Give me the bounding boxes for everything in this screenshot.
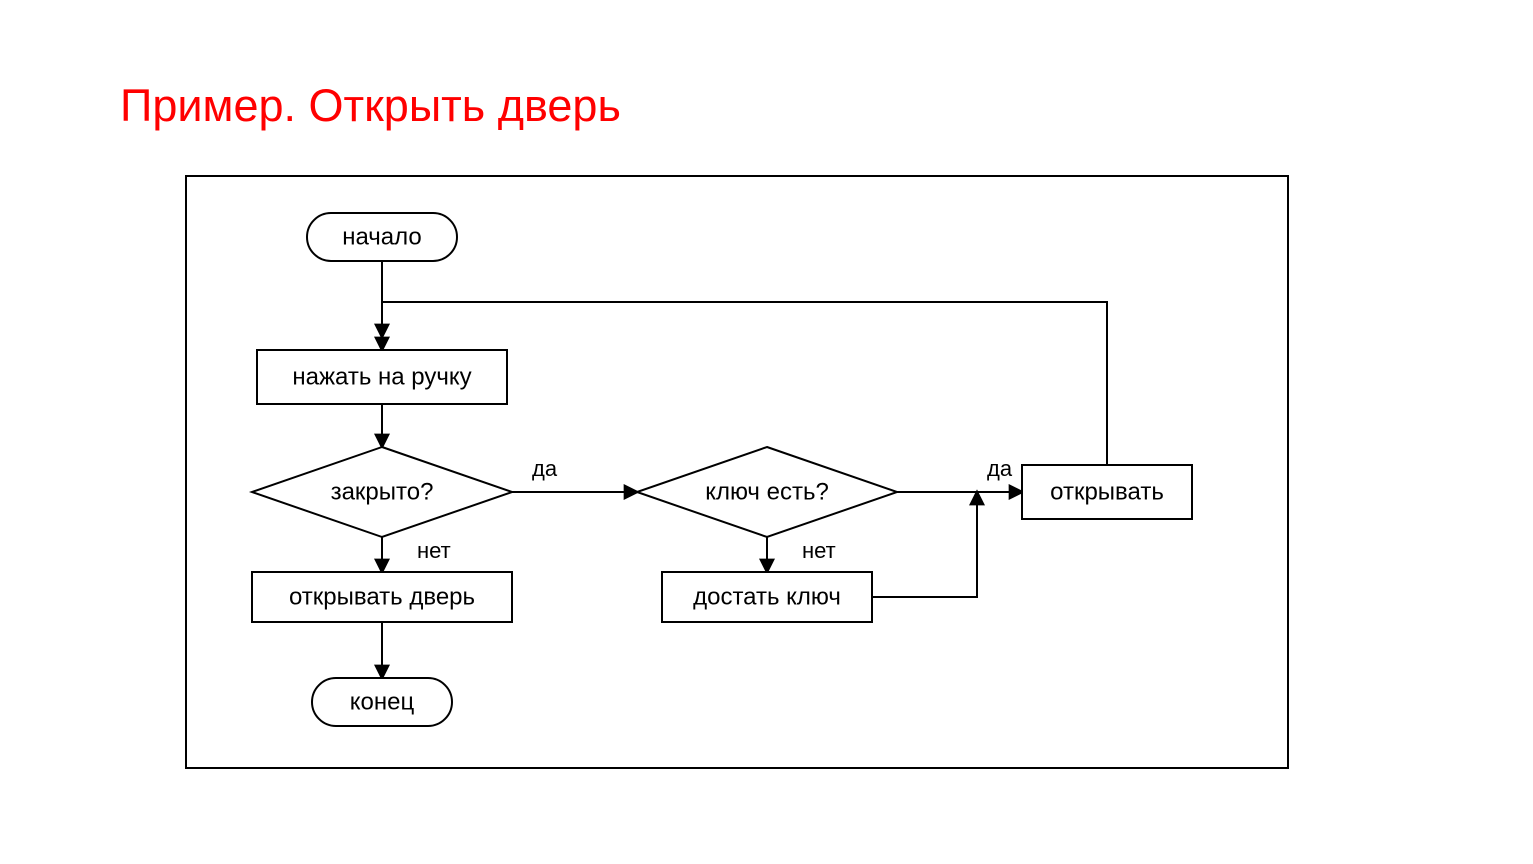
flowchart-node-label-locked: закрыто? bbox=[331, 478, 434, 505]
flowchart-edge-label: нет bbox=[802, 538, 836, 563]
flowchart-svg: нет да да нет начало нажать на ручку закрыто? о… bbox=[187, 177, 1287, 767]
page-title: Пример. Открыть дверь bbox=[120, 80, 621, 132]
flowchart-node-label-start: начало bbox=[342, 223, 422, 250]
flowchart-frame: нет да да нет начало нажать на ручку закрыто? о… bbox=[185, 175, 1289, 769]
flowchart-node-label-haskey: ключ есть? bbox=[705, 478, 829, 505]
flowchart-node-label-end: конец bbox=[350, 688, 415, 715]
flowchart-edge-label: да bbox=[532, 456, 558, 481]
flowchart-edge bbox=[872, 492, 977, 597]
flowchart-edge-label: нет bbox=[417, 538, 451, 563]
flowchart-edge-label: да bbox=[987, 456, 1013, 481]
flowchart-node-label-press: нажать на ручку bbox=[292, 363, 471, 390]
flowchart-node-label-opendoor: открывать дверь bbox=[289, 583, 475, 610]
flowchart-node-label-unlock: открывать bbox=[1050, 478, 1164, 505]
flowchart-node-label-getkey: достать ключ bbox=[693, 583, 841, 610]
